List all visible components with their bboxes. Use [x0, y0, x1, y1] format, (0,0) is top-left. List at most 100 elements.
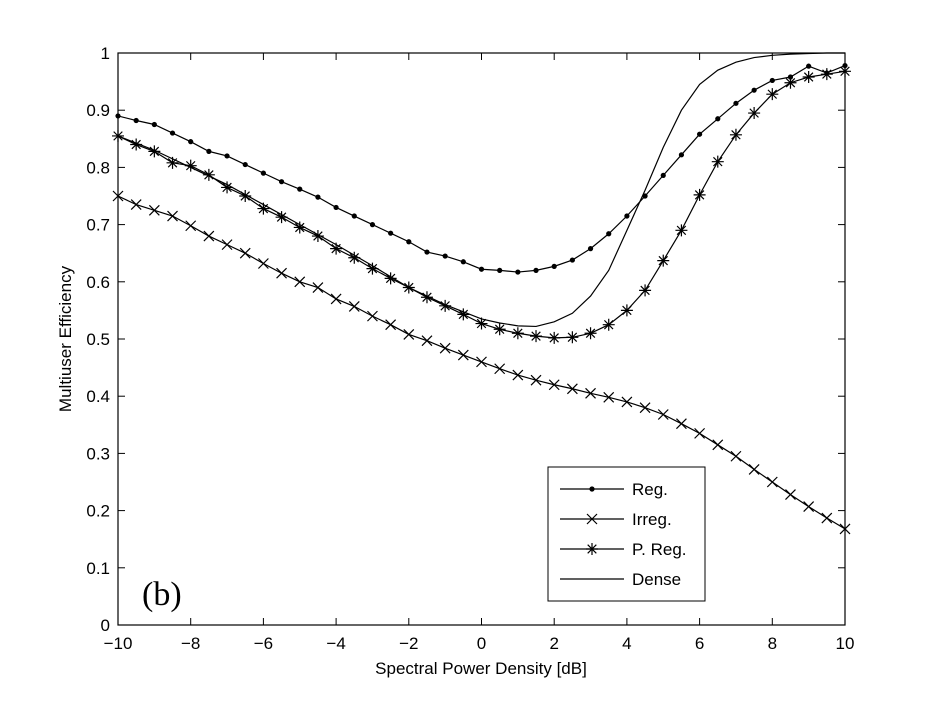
data-point-p-reg: [439, 299, 452, 312]
data-point-p-reg: [620, 304, 633, 317]
data-point-p-reg: [475, 317, 488, 330]
data-point-irreg: [694, 427, 706, 439]
data-point-reg: [188, 139, 194, 145]
data-point-irreg: [548, 379, 560, 391]
data-point-p-reg: [348, 251, 361, 264]
data-point-p-reg: [566, 331, 579, 344]
legend-swatch-marker: [586, 543, 598, 555]
data-point-reg: [151, 121, 157, 128]
data-point-reg: [733, 100, 739, 106]
x-tick-label: −2: [399, 634, 418, 653]
data-point-p-reg: [530, 330, 543, 343]
data-point-irreg: [403, 328, 415, 340]
data-point-irreg: [566, 383, 578, 395]
data-point-irreg: [130, 199, 142, 211]
x-tick-label: −6: [254, 634, 273, 653]
data-point-p-reg: [820, 68, 833, 81]
x-tick-label: 8: [768, 634, 777, 653]
data-point-irreg: [148, 204, 160, 216]
data-point-irreg: [603, 391, 615, 403]
data-point-p-reg: [221, 181, 234, 194]
legend-label: Dense: [632, 570, 681, 589]
data-point-irreg: [748, 463, 760, 475]
data-point-reg: [297, 186, 303, 192]
data-point-irreg: [494, 363, 506, 375]
legend-box: [547, 466, 706, 602]
data-point-p-reg: [130, 138, 143, 151]
data-point-reg: [642, 193, 648, 199]
data-point-p-reg: [802, 71, 815, 84]
data-point-irreg: [185, 220, 197, 232]
data-point-reg: [242, 161, 248, 168]
data-point-reg: [260, 170, 266, 176]
data-point-p-reg: [457, 308, 470, 321]
series-dense: [117, 52, 845, 328]
data-point-reg: [333, 204, 339, 211]
data-point-irreg: [676, 418, 687, 430]
data-point-reg: [769, 77, 775, 84]
y-tick-label: 0.2: [86, 502, 110, 521]
legend: Reg. Irreg. P. Reg. Dense: [547, 466, 706, 602]
data-point-irreg: [312, 282, 324, 293]
data-point-p-reg: [493, 323, 506, 336]
data-point-p-reg: [784, 76, 797, 89]
data-point-irreg: [821, 512, 833, 524]
data-point-irreg: [803, 501, 815, 513]
data-point-p-reg: [729, 128, 742, 141]
data-point-irreg: [421, 335, 433, 347]
data-point-irreg: [385, 319, 397, 331]
data-point-reg: [369, 222, 376, 228]
data-point-irreg: [330, 293, 342, 305]
x-tick-label: −4: [326, 634, 345, 653]
data-point-reg: [715, 116, 721, 122]
x-axis-title: Spectral Power Density [dB]: [375, 659, 587, 678]
data-point-reg: [315, 194, 321, 200]
data-point-reg: [606, 231, 612, 237]
y-tick-label: 1: [101, 44, 110, 63]
data-point-p-reg: [239, 190, 252, 202]
data-point-reg: [751, 87, 757, 93]
data-point-reg: [569, 257, 575, 263]
data-point-irreg: [221, 239, 233, 251]
data-point-p-reg: [548, 331, 561, 344]
y-axis-title: Multiuser Efficiency: [56, 265, 75, 412]
data-point-irreg: [457, 349, 469, 361]
data-point-reg: [497, 267, 503, 273]
y-tick-label: 0.1: [86, 559, 110, 578]
data-point-reg: [551, 263, 557, 269]
data-point-reg: [460, 259, 466, 265]
data-point-p-reg: [766, 88, 779, 101]
data-point-irreg: [203, 230, 215, 242]
data-point-irreg: [730, 450, 742, 462]
data-point-irreg: [639, 402, 651, 414]
x-tick-label: 4: [622, 634, 631, 653]
data-point-irreg: [294, 276, 306, 288]
legend-item-irreg: Irreg.: [560, 510, 672, 529]
series-irreg: [112, 190, 851, 535]
data-point-reg: [806, 63, 812, 69]
legend-swatch-marker: [589, 486, 595, 492]
data-point-reg: [169, 130, 176, 136]
legend-item-p-reg: P. Reg.: [560, 540, 687, 559]
data-point-p-reg: [330, 242, 343, 255]
y-tick-label: 0.5: [86, 330, 110, 349]
y-tick-label: 0.3: [86, 444, 110, 463]
data-point-p-reg: [366, 262, 379, 275]
data-point-irreg: [167, 210, 178, 222]
data-point-irreg: [348, 300, 360, 312]
data-point-p-reg: [511, 327, 524, 340]
data-point-irreg: [512, 369, 524, 381]
y-tick-label: 0: [101, 616, 110, 635]
x-tick-label: 10: [836, 634, 855, 653]
data-point-irreg: [712, 439, 724, 451]
data-point-p-reg: [293, 221, 306, 234]
data-point-irreg: [439, 342, 451, 354]
data-point-reg: [115, 113, 121, 119]
data-point-irreg: [257, 258, 269, 269]
x-tick-label: 2: [549, 634, 558, 653]
data-point-reg: [533, 267, 539, 273]
data-point-reg: [278, 179, 285, 185]
series-line-dense: [117, 52, 845, 328]
data-point-p-reg: [675, 224, 688, 237]
